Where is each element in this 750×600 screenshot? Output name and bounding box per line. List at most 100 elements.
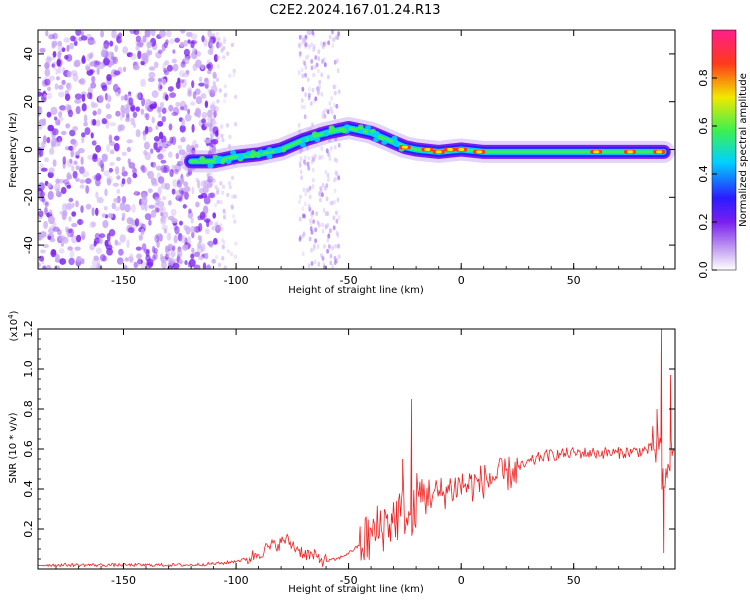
noise-speckle-dot [177,178,181,185]
noise-speckle-dot [191,80,195,89]
ridge-blob [299,142,306,148]
noise-speckle-dot [337,243,340,249]
noise-speckle-dot [159,85,163,90]
noise-speckle-dot [298,53,302,59]
noise-speckle-dot [314,227,318,233]
noise-speckle-dot [226,51,230,56]
noise-speckle-dot [107,95,112,102]
noise-speckle-dot [81,93,86,102]
noise-speckle-dot [59,258,67,265]
noise-speckle-dot [333,144,337,150]
noise-speckle-dot [58,248,65,254]
noise-speckle-dot [335,218,339,224]
noise-speckle-dot [329,253,333,259]
noise-speckle-dot [52,141,57,148]
noise-speckle-dot [106,178,112,186]
noise-speckle-dot [207,176,214,183]
noise-speckle-dot [297,122,301,128]
noise-speckle-dot [91,75,96,83]
noise-speckle-dot [197,241,202,249]
noise-speckle-dot [46,111,52,118]
noise-speckle-dot [311,167,315,173]
noise-speckle-dot [337,175,341,181]
noise-speckle-dot [186,31,193,38]
ridge-blob [357,124,364,130]
noise-speckle-dot [172,49,176,54]
noise-speckle-dot [141,196,148,206]
noise-speckle-dot [139,222,144,229]
noise-speckle-dot [144,125,149,135]
noise-speckle-dot [46,136,51,144]
noise-speckle-dot [95,263,101,269]
noise-speckle-dot [336,197,340,203]
noise-speckle-dot [137,92,143,101]
noise-speckle-dot [234,94,238,100]
noise-speckle-dot [222,215,227,220]
noise-speckle-dot [56,138,62,147]
spectrogram-y-tick-label: 20 [22,95,35,109]
noise-speckle-dot [182,204,187,209]
noise-speckle-dot [334,243,337,249]
snr-y-tick-label: 0.6 [22,440,35,458]
noise-speckle-dot [180,178,184,185]
noise-speckle-dot [105,94,112,103]
noise-speckle-dot [63,37,70,43]
noise-speckle-dot [145,102,149,111]
noise-speckle-dot [304,191,308,197]
noise-speckle-dot [298,199,301,205]
noise-speckle-dot [95,144,102,153]
noise-speckle-dot [209,172,213,177]
noise-speckle-dot [304,72,307,78]
snr-x-tick-label: -50 [340,574,358,587]
noise-speckle-dot [43,220,48,229]
noise-speckle-dot [215,77,219,82]
noise-speckle-dot [304,42,308,47]
noise-speckle-dot [337,215,341,220]
noise-speckle-dot [179,70,185,78]
noise-speckle-dot [322,207,326,213]
noise-speckle-dot [228,73,232,78]
noise-speckle-dot [106,144,110,153]
noise-speckle-dot [41,140,46,149]
noise-speckle-dot [310,247,313,253]
noise-speckle-dot [229,252,234,257]
noise-speckle-dot [167,265,174,269]
noise-speckle-dot [327,74,330,80]
noise-speckle-dot [163,228,168,234]
noise-speckle-dot [310,229,314,235]
snr-x-axis-label: Height of straight line (km) [288,584,424,595]
noise-speckle-dot [337,254,341,259]
noise-speckle-dot [231,194,235,199]
noise-speckle-dot [69,129,76,137]
noise-speckle-dot [317,49,321,54]
noise-speckle-dot [116,188,121,194]
noise-speckle-dot [68,197,74,203]
noise-speckle-dot [201,118,207,124]
noise-speckle-dot [202,205,209,215]
noise-speckle-dot [129,253,134,261]
noise-speckle-dot [98,233,106,239]
noise-speckle-dot [179,41,184,48]
noise-speckle-dot [71,211,77,217]
noise-speckle-dot [69,158,73,164]
noise-speckle-dot [59,106,66,112]
noise-speckle-dot [107,51,113,59]
noise-speckle-dot [89,61,95,67]
noise-speckle-dot [81,132,86,138]
noise-speckle-dot [320,72,324,78]
noise-speckle-dot [211,225,217,231]
noise-speckle-dot [41,197,46,203]
noise-speckle-dot [54,83,59,90]
noise-speckle-dot [213,105,219,113]
noise-speckle-dot [223,265,227,269]
noise-speckle-dot [310,159,314,165]
noise-speckle-dot [105,103,111,110]
noise-speckle-dot [70,149,74,158]
noise-speckle-dot [157,186,162,196]
noise-speckle-dot [90,132,94,139]
noise-speckle-dot [153,136,160,142]
noise-speckle-dot [324,211,328,217]
noise-speckle-dot [68,109,73,118]
noise-speckle-dot [327,177,330,183]
noise-speckle-dot [300,175,303,181]
